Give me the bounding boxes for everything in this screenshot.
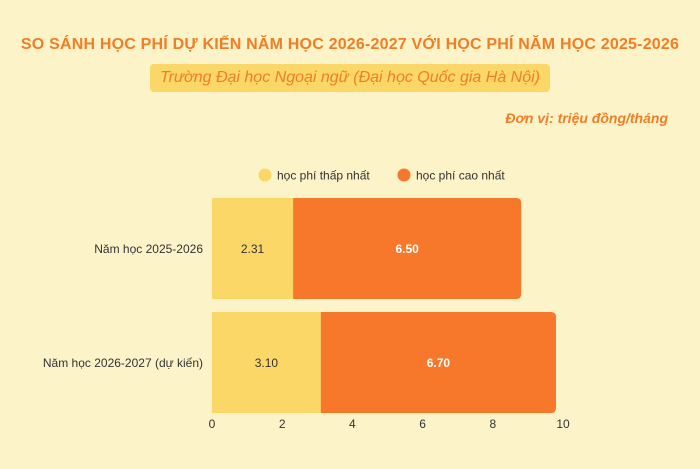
x-tick-label: 2 [279, 417, 286, 431]
bar-segment [320, 312, 556, 413]
data-label: 6.70 [427, 356, 451, 370]
chart-title: SO SÁNH HỌC PHÍ DỰ KIẾN NĂM HỌC 2026-202… [20, 36, 680, 53]
bar-segment [212, 198, 294, 299]
category-label: Năm học 2026-2027 (dự kiến) [43, 356, 203, 370]
x-tick-label: 10 [556, 417, 570, 431]
x-tick-label: 8 [489, 417, 496, 431]
data-label: 3.10 [255, 356, 279, 370]
legend-swatch-2 [397, 168, 411, 182]
legend-label-1: học phí thấp nhất [277, 169, 370, 183]
bar-segment [212, 312, 321, 413]
bar-segment [293, 198, 522, 299]
x-tick-label: 6 [419, 417, 426, 431]
x-tick-label: 0 [209, 417, 216, 431]
legend-swatch-1 [258, 168, 272, 182]
category-label: Năm học 2025-2026 [94, 242, 203, 256]
data-label: 6.50 [395, 242, 419, 256]
unit-label: Đơn vị: triệu đồng/tháng [505, 110, 668, 126]
chart-subtitle: Trường Đại học Ngoại ngữ (Đại học Quốc g… [149, 64, 551, 92]
x-tick-label: 4 [349, 417, 356, 431]
legend-label-2: học phí cao nhất [416, 169, 505, 183]
data-label: 2.31 [241, 242, 265, 256]
